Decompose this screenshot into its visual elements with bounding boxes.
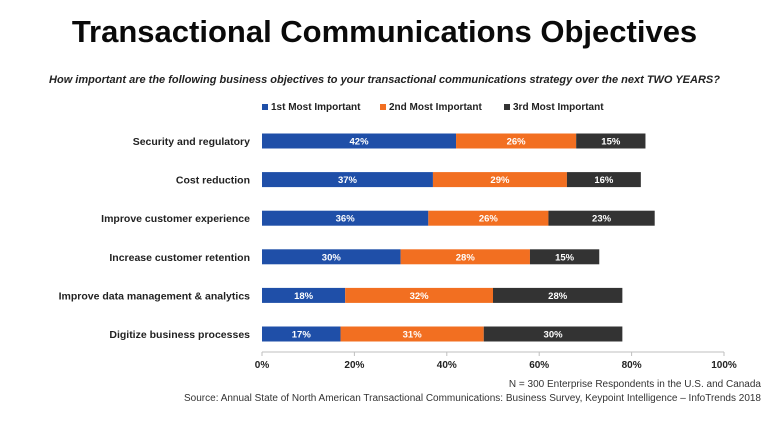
data-label: 28% — [456, 252, 476, 263]
bar-segment — [493, 287, 623, 303]
data-label: 37% — [338, 175, 358, 186]
chart-title: Transactional Communications Objectives — [71, 14, 698, 49]
bar-segment — [432, 172, 567, 188]
x-tick-label: 20% — [344, 360, 364, 371]
category-label: Cost reduction — [176, 175, 250, 187]
x-tick-label: 80% — [622, 360, 642, 371]
bar-segment — [529, 249, 600, 265]
bar-segment — [548, 210, 655, 226]
bar-segment — [262, 326, 341, 342]
data-label: 17% — [292, 330, 312, 341]
chart-subtitle: How important are the following business… — [49, 74, 720, 86]
source-note: Source: Annual State of North American T… — [184, 393, 761, 404]
data-label: 30% — [544, 330, 564, 341]
data-label: 16% — [594, 175, 614, 186]
category-label: Security and regulatory — [133, 136, 250, 148]
category-label: Improve data management & analytics — [59, 290, 251, 302]
data-label: 28% — [548, 291, 568, 302]
bar-segment — [576, 133, 646, 149]
data-label: 26% — [507, 137, 527, 148]
data-label: 36% — [336, 214, 356, 225]
legend-swatch-2 — [380, 104, 386, 110]
legend-swatch-3 — [504, 104, 510, 110]
x-tick-label: 60% — [529, 360, 549, 371]
legend-swatch-1 — [262, 104, 268, 110]
bar-segment — [483, 326, 623, 342]
data-label: 32% — [410, 291, 430, 302]
data-label: 23% — [592, 214, 612, 225]
legend-label-2: 2nd Most Important — [389, 102, 482, 113]
legend-label-1: 1st Most Important — [271, 102, 361, 113]
data-label: 26% — [479, 214, 499, 225]
category-label: Digitize business processes — [109, 329, 250, 341]
bar-segment — [262, 172, 433, 188]
category-label: Improve customer experience — [101, 213, 250, 225]
stacked-bar-chart: 1st Most Important 2nd Most Important 3rd … — [59, 102, 737, 371]
bar-segment — [262, 249, 401, 265]
sample-size-note: N = 300 Enterprise Respondents in the U.… — [508, 379, 761, 390]
data-label: 42% — [350, 137, 370, 148]
bar-segment — [262, 287, 346, 303]
bar-segment — [340, 326, 484, 342]
data-label: 18% — [294, 291, 314, 302]
category-label: Increase customer retention — [109, 252, 250, 264]
bar-segment — [456, 133, 577, 149]
x-tick-label: 100% — [711, 360, 737, 371]
data-label: 30% — [322, 252, 342, 263]
x-tick-label: 0% — [255, 360, 270, 371]
bar-segment — [566, 172, 641, 188]
x-tick-label: 40% — [437, 360, 457, 371]
bar-segment — [345, 287, 493, 303]
data-label: 15% — [601, 137, 621, 148]
data-label: 29% — [490, 175, 510, 186]
bar-segment — [262, 133, 457, 149]
bar-segment — [262, 210, 429, 226]
legend-label-3: 3rd Most Important — [513, 102, 604, 113]
data-label: 15% — [555, 252, 575, 263]
bar-segment — [428, 210, 549, 226]
bar-segment — [400, 249, 530, 265]
data-label: 31% — [403, 330, 423, 341]
